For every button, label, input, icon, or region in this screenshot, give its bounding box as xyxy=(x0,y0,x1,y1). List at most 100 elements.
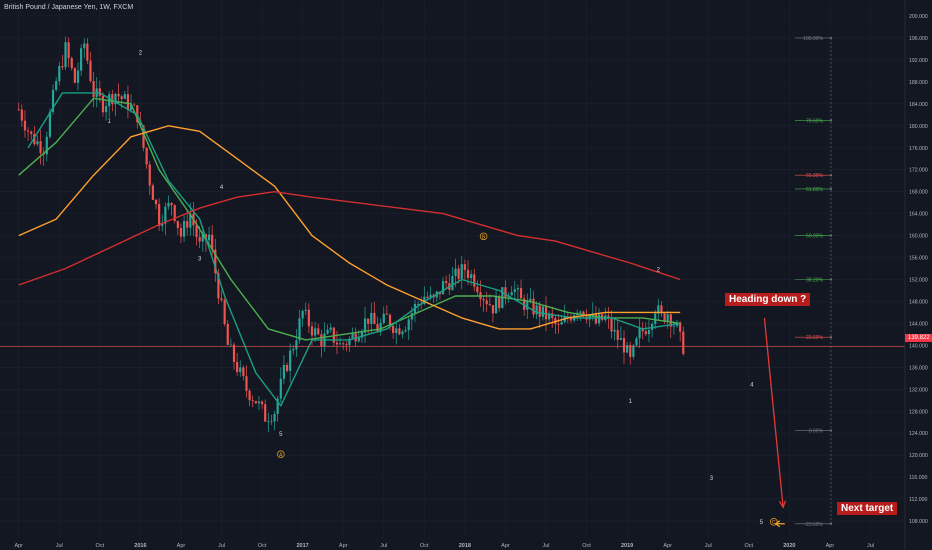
candle-body xyxy=(338,343,342,345)
candle-body xyxy=(267,421,270,423)
y-tick-label: 188.000 xyxy=(909,80,928,86)
moving-average-line-2 xyxy=(27,92,681,407)
candle-body xyxy=(270,421,273,423)
candle-body xyxy=(229,344,232,346)
fib-level-label: 50.00% xyxy=(806,234,824,240)
candle-body xyxy=(242,367,245,377)
x-tick-label: Oct xyxy=(96,543,105,549)
candle-body xyxy=(638,328,641,339)
candle-body xyxy=(626,345,629,353)
candle-body xyxy=(557,324,560,325)
candle-body xyxy=(317,328,320,335)
y-tick-label: 196.000 xyxy=(909,36,928,42)
x-tick-label: Oct xyxy=(745,543,754,549)
candle-body xyxy=(613,329,616,332)
candle-body xyxy=(73,68,76,83)
candle-body xyxy=(569,318,573,321)
x-tick-label: 2019 xyxy=(621,543,633,549)
candle-body xyxy=(451,275,454,290)
candle-body xyxy=(388,314,392,327)
candle-body xyxy=(460,264,463,279)
y-tick-label: 132.000 xyxy=(909,387,928,393)
y-tick-label: 136.000 xyxy=(909,365,928,371)
candle-body xyxy=(679,322,682,332)
candle-body xyxy=(482,299,485,301)
wave-label: 2 xyxy=(139,50,143,56)
wave-label: 3 xyxy=(710,476,714,482)
candle-body xyxy=(635,338,638,346)
candle-body xyxy=(120,96,123,99)
candle-body xyxy=(104,106,108,113)
x-tick-label: Oct xyxy=(582,543,591,549)
wave-label: 5 xyxy=(760,520,764,526)
candle-body xyxy=(289,350,292,371)
candle-body xyxy=(560,321,563,325)
candle-body xyxy=(416,303,420,305)
x-tick-label: Jul xyxy=(380,543,387,549)
candle-body xyxy=(17,109,20,111)
candle-body xyxy=(529,298,532,301)
candle-body xyxy=(114,93,117,105)
candle-body xyxy=(619,338,622,340)
candle-body xyxy=(454,268,457,276)
candle-body xyxy=(182,221,186,237)
candle-body xyxy=(285,364,289,371)
fib-level-label: 65.00% xyxy=(806,173,824,179)
candle-body xyxy=(201,234,204,242)
candle-body xyxy=(151,185,154,200)
x-tick-label: Apr xyxy=(663,543,672,549)
wave-label-circle xyxy=(479,232,488,241)
y-tick-label: 156.000 xyxy=(909,256,928,262)
candle-body xyxy=(83,43,86,49)
candle-body xyxy=(660,305,663,314)
candle-body xyxy=(410,313,413,320)
candle-body xyxy=(382,313,385,323)
candle-body xyxy=(133,104,136,106)
candle-body xyxy=(239,367,242,373)
candle-body xyxy=(236,361,239,373)
wave-label: 1 xyxy=(108,119,112,125)
candle-body xyxy=(535,305,538,315)
candle-body xyxy=(211,234,214,250)
candle-body xyxy=(579,311,582,313)
y-tick-label: 148.000 xyxy=(909,299,928,305)
candle-body xyxy=(669,314,672,327)
candle-body xyxy=(198,237,201,242)
candle-body xyxy=(672,325,676,327)
candle-body xyxy=(647,329,651,335)
candle-body xyxy=(335,342,339,345)
candle-body xyxy=(351,333,354,339)
candle-body xyxy=(58,66,61,82)
current-price-tag: 139.822 xyxy=(905,334,932,342)
wave-label: 3 xyxy=(198,256,202,262)
candle-body xyxy=(195,225,198,238)
y-tick-label: 108.000 xyxy=(909,519,928,525)
candle-body xyxy=(398,328,401,335)
candle-body xyxy=(622,338,626,353)
candle-body xyxy=(513,289,516,293)
y-tick-label: 128.000 xyxy=(909,409,928,415)
candle-body xyxy=(167,202,170,207)
y-tick-label: 144.000 xyxy=(909,321,928,327)
x-tick-label: Apr xyxy=(826,543,835,549)
candle-body xyxy=(541,306,544,317)
candle-body xyxy=(597,314,601,324)
candle-body xyxy=(657,305,660,314)
candle-body xyxy=(363,318,367,333)
candle-body xyxy=(463,264,466,271)
candle-body xyxy=(329,327,332,330)
y-tick-label: 164.000 xyxy=(909,212,928,218)
candle-body xyxy=(39,141,42,153)
candle-body xyxy=(519,288,523,299)
y-tick-label: 168.000 xyxy=(909,190,928,196)
candle-body xyxy=(357,337,360,342)
candle-body xyxy=(136,105,139,123)
candle-body xyxy=(189,213,192,228)
candle-body xyxy=(466,270,470,278)
y-tick-label: 160.000 xyxy=(909,234,928,240)
candle-body xyxy=(123,94,126,99)
candle-body xyxy=(544,306,548,320)
candle-body xyxy=(179,228,183,237)
candle-body xyxy=(445,281,448,284)
